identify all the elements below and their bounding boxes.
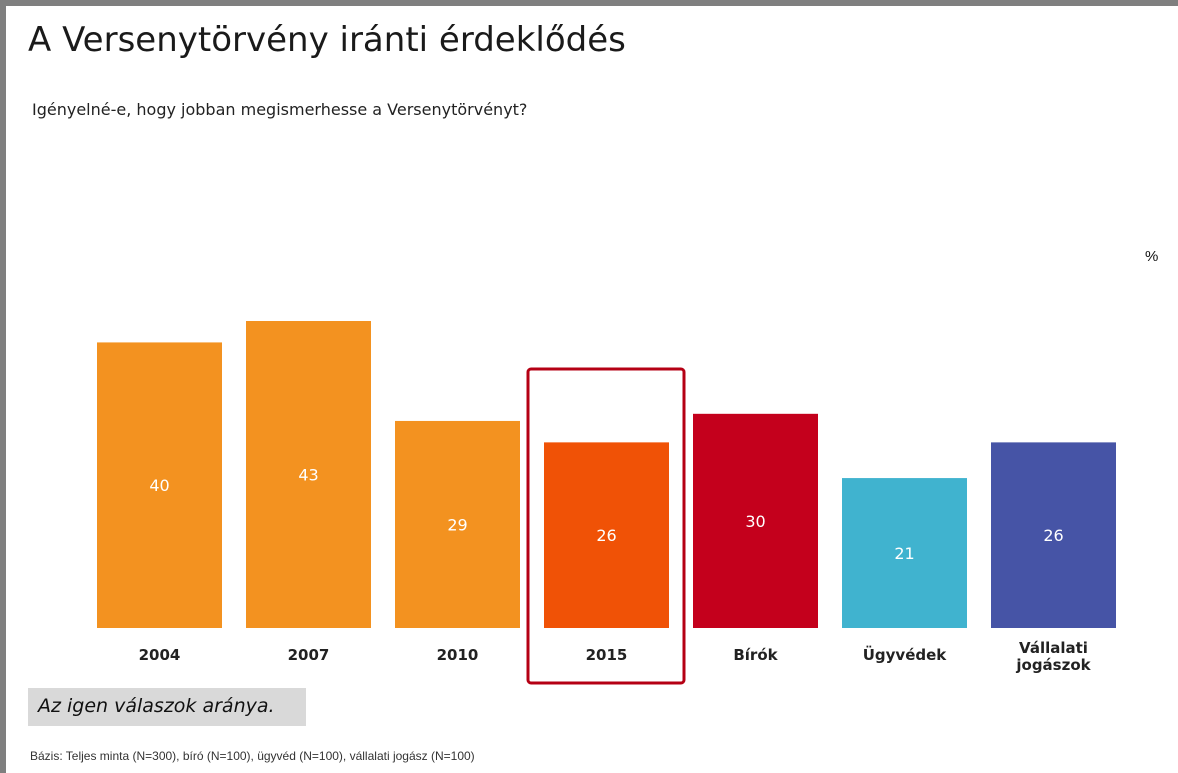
bar-3 xyxy=(544,442,669,628)
chart-subtitle: Igényelné-e, hogy jobban megismerhesse a… xyxy=(32,100,528,119)
category-label-0: 2004 xyxy=(139,646,181,664)
highlight-box-2015 xyxy=(526,367,686,685)
category-label-6-line-1: jogászok xyxy=(1015,656,1091,674)
category-label-3: 2015 xyxy=(586,646,628,664)
bar-5 xyxy=(842,478,967,628)
category-label-5: Ügyvédek xyxy=(863,645,948,664)
value-label-6: 26 xyxy=(1043,526,1063,545)
bar-1 xyxy=(246,321,371,628)
bar-chart: 40 2004 43 2007 29 2010 26 2015 30 Bírók 21 Ügyvéde… xyxy=(97,321,1116,685)
answer-note: Az igen válaszok aránya. xyxy=(28,688,306,726)
category-label-2: 2010 xyxy=(437,646,479,664)
category-label-4: Bírók xyxy=(733,646,778,664)
category-label-6-line-0: Vállalati xyxy=(1019,639,1088,657)
value-label-3: 26 xyxy=(596,526,616,545)
bar-2 xyxy=(395,420,520,628)
bar-4 xyxy=(693,413,818,628)
value-label-1: 43 xyxy=(298,466,318,485)
base-footnote: Bázis: Teljes minta (N=300), bíró (N=100… xyxy=(30,749,475,763)
bar-0 xyxy=(97,342,222,628)
chart-title: A Versenytörvény iránti érdeklődés xyxy=(28,20,626,60)
category-label-1: 2007 xyxy=(288,646,330,664)
unit-label: % xyxy=(1145,248,1159,265)
value-label-2: 29 xyxy=(447,515,467,534)
bar-6 xyxy=(991,442,1116,628)
value-label-5: 21 xyxy=(894,544,914,563)
value-label-0: 40 xyxy=(149,476,169,495)
value-label-4: 30 xyxy=(745,512,765,531)
